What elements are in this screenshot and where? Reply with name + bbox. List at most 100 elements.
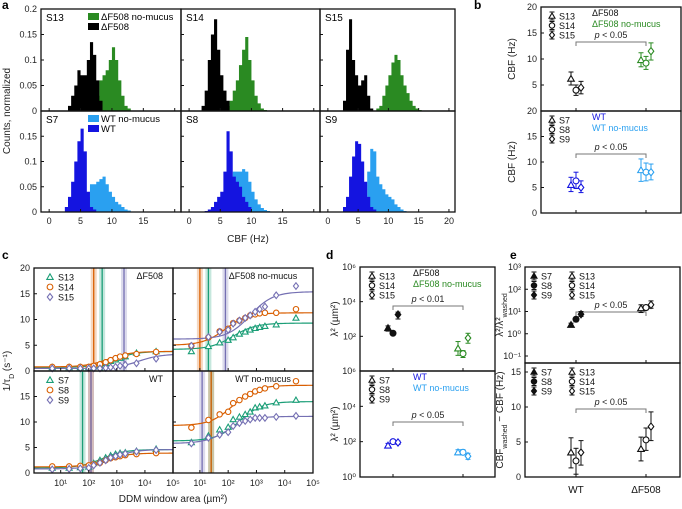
text-part: λ²/λ² <box>495 317 506 337</box>
legend-marker-triangle <box>45 375 55 383</box>
legend-marker-triangle <box>548 115 556 123</box>
y-tick-label: 0.1 <box>24 55 37 65</box>
panel-label-b: b <box>474 0 481 12</box>
data-point-S15 <box>112 362 119 372</box>
data-point-diamond <box>464 451 472 461</box>
legend-marker-circle <box>368 282 376 289</box>
significance-bracket <box>575 153 647 158</box>
legend-marker-triangle <box>45 272 55 280</box>
histogram-S9-series-0 <box>367 148 407 212</box>
text-part: λ² (µm²) <box>330 301 341 336</box>
data-point-S9 <box>292 411 300 421</box>
data-point-S15 <box>122 360 129 370</box>
condition-label: WT <box>592 112 606 122</box>
data-point-triangle <box>383 323 393 332</box>
data-point-S13 <box>235 329 244 337</box>
data-point-diamond <box>647 300 655 310</box>
data-point-S15 <box>188 341 195 350</box>
histogram-S8-series-1 <box>204 131 252 212</box>
text-part: CBF <box>495 449 506 469</box>
y-tick-label: 10⁰ <box>342 472 356 482</box>
text-part: (s⁻¹) <box>2 351 13 374</box>
p-value-label: p < 0.01 <box>411 294 445 304</box>
panel-label-d: d <box>326 248 333 262</box>
y-tick-label: 0 <box>32 207 37 217</box>
legend-label: S9 <box>379 395 390 405</box>
data-point-S15 <box>152 354 160 363</box>
legend-label: S9 <box>541 387 552 397</box>
data-point-S8 <box>261 385 269 392</box>
data-point-S9 <box>224 428 232 437</box>
legend-label: S13 <box>579 368 595 378</box>
y-axis-label: 1/τD (s⁻¹) <box>2 351 16 391</box>
p-value-label: p < 0.05 <box>594 30 628 40</box>
legend-marker-triangle <box>530 271 538 279</box>
text-part: 1/τ <box>2 379 13 391</box>
data-point-S13 <box>229 333 238 341</box>
x-tick-label: 5 <box>78 216 83 226</box>
y-tick-label: 0 <box>25 366 30 376</box>
data-point-S9 <box>241 416 249 426</box>
legend-marker-diamond <box>568 386 576 396</box>
y-tick-label: 10⁰ <box>507 329 521 339</box>
data-point-S14 <box>116 353 124 360</box>
sample-label: S7 <box>46 115 59 126</box>
y-tick-label: 0.05 <box>19 81 37 91</box>
legend-marker-triangle <box>530 367 538 375</box>
data-point-S9 <box>107 453 114 462</box>
data-point-S13 <box>241 327 250 335</box>
histogram-S15-series-1 <box>343 19 374 112</box>
significance-bracket <box>575 41 647 46</box>
y-axis-label: λ² (µm²) <box>330 301 341 336</box>
significance-bracket <box>575 408 647 413</box>
y-tick-label: 5 <box>25 340 30 350</box>
data-point-S9 <box>216 430 223 439</box>
data-point-S7 <box>272 398 281 406</box>
data-point-S15 <box>246 311 254 320</box>
legend-marker-circle <box>368 386 376 393</box>
sample-label: S8 <box>186 115 199 126</box>
data-point-S8 <box>216 411 223 418</box>
legend-label: S9 <box>58 396 69 406</box>
x-tick-label: 5 <box>218 216 223 226</box>
data-point-S15 <box>236 316 243 325</box>
subplot-title: ΔF508 <box>136 271 163 281</box>
text-part: < 0.05 <box>600 397 628 407</box>
data-point-S14 <box>152 348 160 356</box>
x-tick-label: 10¹ <box>54 478 67 488</box>
data-point-S13 <box>292 313 300 321</box>
data-point-S7 <box>235 412 244 420</box>
y-tick-label: 0 <box>32 106 37 116</box>
fit-curve-S13 <box>172 322 314 350</box>
condition-label: ΔF508 no-mucus <box>592 19 661 29</box>
legend-label: S13 <box>379 272 395 282</box>
data-point-circle <box>459 448 467 456</box>
data-point-circle <box>572 457 580 465</box>
legend-marker-triangle <box>568 271 576 279</box>
data-point-S13 <box>272 320 281 328</box>
data-point-triangle <box>453 344 463 352</box>
legend-marker-diamond <box>530 290 538 300</box>
histogram-S13-series-0 <box>96 47 131 111</box>
y-tick-label: 10² <box>508 284 521 294</box>
legend-label: S14 <box>58 283 74 293</box>
x-tick-label: 20 <box>444 216 454 226</box>
histogram-S14-series-0 <box>223 37 268 111</box>
x-tick-label: 10³ <box>250 478 263 488</box>
data-point-S14 <box>292 305 300 313</box>
x-tick-label: 10 <box>246 216 256 226</box>
data-point-circle <box>572 86 580 94</box>
legend-swatch <box>88 13 99 20</box>
legend-marker-triangle <box>568 367 576 375</box>
data-point-circle <box>642 304 650 312</box>
data-point-triangle <box>566 320 576 328</box>
legend-marker-circle <box>548 22 556 29</box>
data-point-S9 <box>229 421 237 431</box>
y-tick-label: 0 <box>25 468 30 478</box>
legend-label: S8 <box>58 386 69 396</box>
data-point-S13 <box>261 322 269 329</box>
legend-marker-diamond <box>368 290 376 300</box>
data-point-S8 <box>256 386 263 394</box>
data-point-S15 <box>292 281 300 291</box>
data-point-circle <box>459 350 467 358</box>
